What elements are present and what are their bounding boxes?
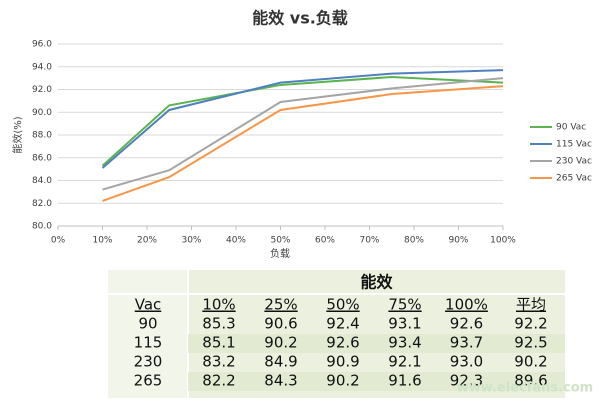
- table-cell: 92.2: [514, 315, 547, 333]
- table-cell: 90.2: [514, 353, 547, 371]
- watermark: www.elecfans.com: [457, 381, 593, 396]
- table-cell: 90.9: [326, 353, 359, 371]
- table-title: 能效: [360, 273, 392, 292]
- x-tick-label: 10%: [92, 236, 112, 246]
- x-tick-label: 30%: [181, 236, 201, 246]
- y-axis-label: 能效(%): [11, 116, 24, 153]
- legend-label: 115 Vac: [556, 140, 592, 150]
- table-cell: 92.1: [388, 353, 421, 371]
- column-header: Vac: [135, 296, 162, 314]
- chart-title: 能效 vs.负载: [252, 9, 348, 28]
- row-band: [188, 372, 565, 391]
- table-cell: 90.2: [326, 372, 359, 390]
- table-cell: 92.6: [450, 315, 483, 333]
- table-cell: 84.3: [264, 372, 297, 390]
- x-tick-label: 80%: [404, 236, 424, 246]
- x-tick-label: 90%: [448, 236, 468, 246]
- column-header: 25%: [264, 296, 297, 314]
- y-tick-label: 80.0: [32, 222, 52, 232]
- column-header: 75%: [388, 296, 421, 314]
- table-cell: 82.2: [202, 372, 235, 390]
- series-line: [101, 75, 504, 167]
- table-cell: 92.4: [326, 315, 359, 333]
- table-cell: 93.4: [388, 334, 421, 352]
- table-cell: 115: [134, 334, 163, 352]
- table-cell: 85.3: [202, 315, 235, 333]
- x-tick-label: 100%: [490, 236, 516, 246]
- x-tick-label: 0%: [51, 236, 66, 246]
- x-tick-label: 60%: [315, 236, 335, 246]
- table-cell: 92.6: [326, 334, 359, 352]
- x-tick-label: 70%: [359, 236, 379, 246]
- table-cell: 90.2: [264, 334, 297, 352]
- legend-label: 90 Vac: [556, 123, 586, 133]
- table-cell: 84.9: [264, 353, 297, 371]
- column-header: 平均: [516, 296, 546, 314]
- y-tick-label: 88.0: [32, 131, 52, 141]
- table-cell: 92.3: [450, 372, 483, 390]
- table-cell: 91.6: [388, 372, 421, 390]
- x-tick-label: 20%: [137, 236, 157, 246]
- y-tick-label: 96.0: [32, 40, 52, 50]
- series-line: [101, 69, 504, 169]
- column-header: 10%: [202, 296, 235, 314]
- table-cell: 93.7: [450, 334, 483, 352]
- table-cell: 90.6: [264, 315, 297, 333]
- column-header: 100%: [445, 296, 488, 314]
- series-line: [102, 85, 504, 202]
- y-tick-label: 92.0: [32, 85, 52, 95]
- table-cell: 83.2: [202, 353, 235, 371]
- y-tick-label: 94.0: [32, 62, 52, 72]
- y-tick-label: 86.0: [32, 153, 52, 163]
- y-tick-label: 84.0: [32, 176, 52, 186]
- table-cell: 93.1: [388, 315, 421, 333]
- legend-label: 230 Vac: [556, 157, 592, 167]
- row-band: [188, 334, 565, 353]
- series-line: [102, 77, 504, 191]
- legend-label: 265 Vac: [556, 174, 592, 184]
- x-tick-label: 50%: [270, 236, 290, 246]
- y-tick-label: 82.0: [32, 199, 52, 209]
- y-tick-label: 90.0: [32, 108, 52, 118]
- table-cell: 265: [134, 372, 163, 390]
- table-cell: 92.5: [514, 334, 547, 352]
- table-cell: 93.0: [450, 353, 483, 371]
- table-cell: 90: [138, 315, 157, 333]
- column-header: 50%: [326, 296, 359, 314]
- table-first-col: [108, 270, 188, 398]
- table-cell: 85.1: [202, 334, 235, 352]
- x-tick-label: 40%: [226, 236, 246, 246]
- table-cell: 230: [134, 353, 163, 371]
- x-axis-label: 负载: [270, 247, 290, 260]
- table-cell: 89.6: [514, 372, 547, 390]
